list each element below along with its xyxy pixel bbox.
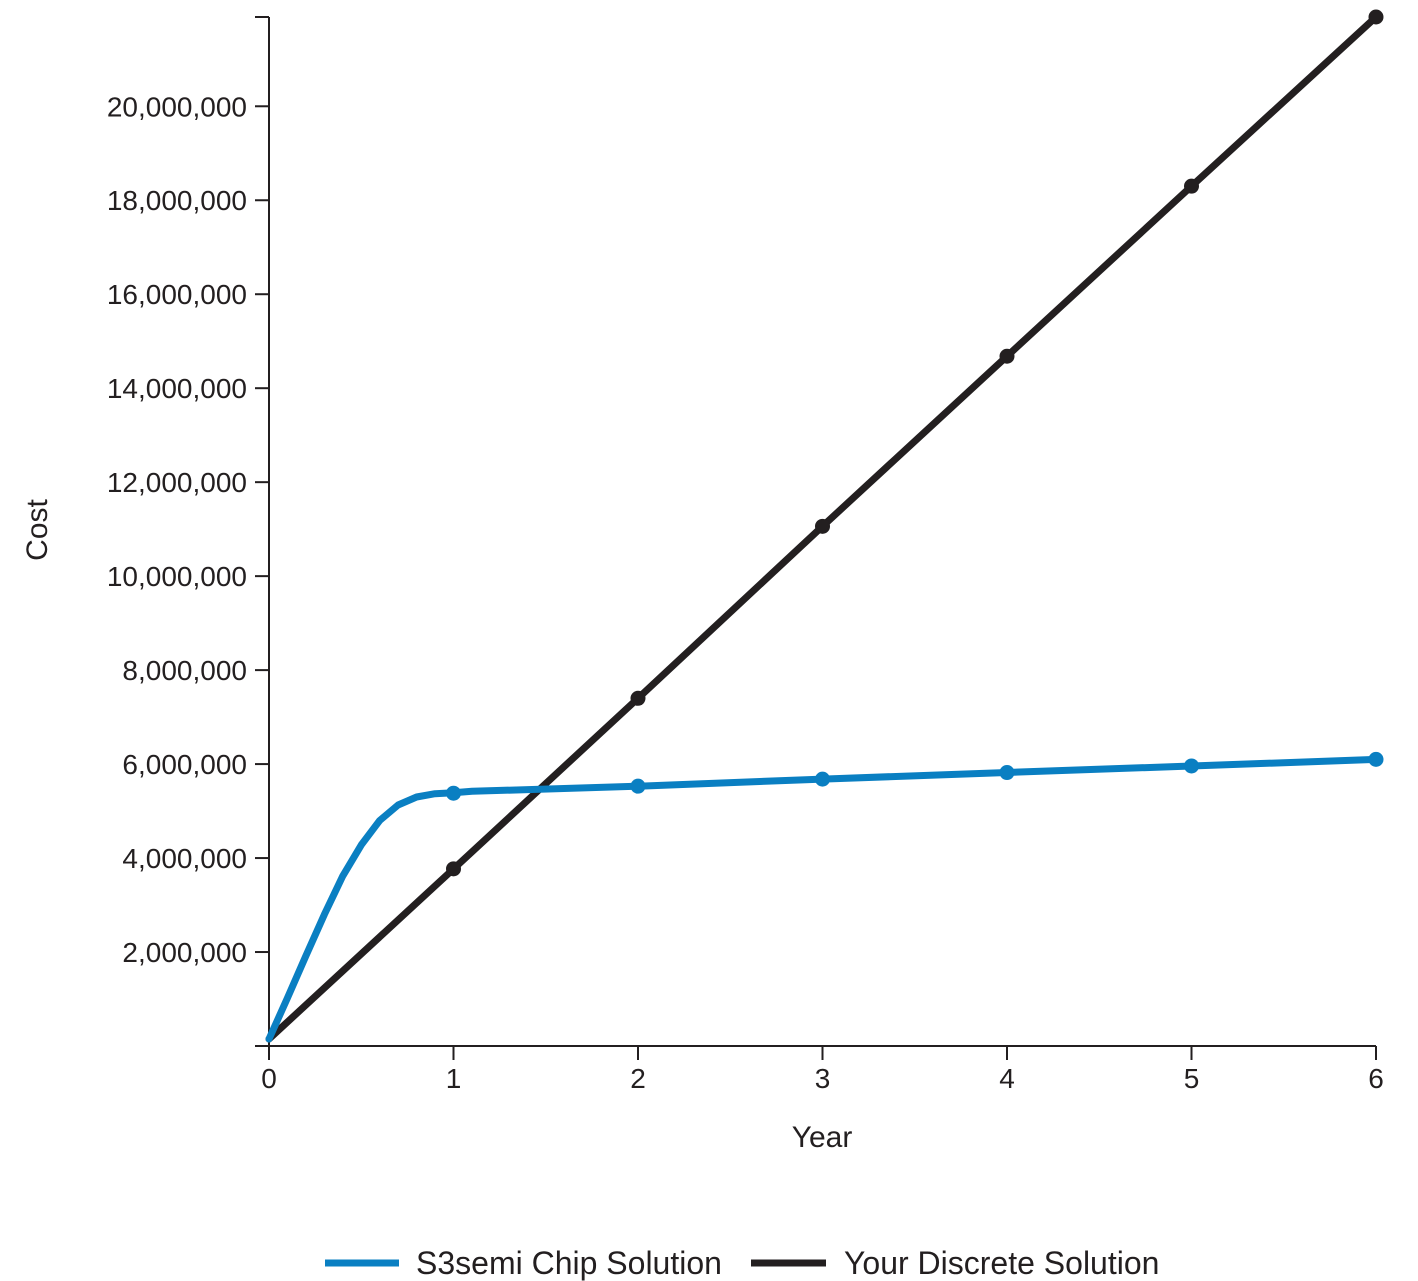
x-tick-label: 2 bbox=[630, 1063, 646, 1094]
x-axis-title: Year bbox=[792, 1121, 853, 1154]
y-tick-label: 8,000,000 bbox=[122, 655, 247, 686]
axes: 2,000,000 4,000,000 6,000,000 8,000,000 10,0… bbox=[107, 16, 1384, 1094]
series-layer bbox=[265, 9, 1384, 1043]
y-tick-label: 12,000,000 bbox=[107, 467, 247, 498]
legend-label-s3semi: S3semi Chip Solution bbox=[416, 1245, 722, 1281]
x-tick-label: 0 bbox=[261, 1063, 277, 1094]
data-point bbox=[1184, 758, 1199, 774]
x-tick-label: 1 bbox=[446, 1063, 462, 1094]
data-point bbox=[1368, 9, 1384, 25]
data-point bbox=[1184, 178, 1199, 194]
legend: S3semi Chip Solution Your Discrete Solut… bbox=[325, 1245, 1159, 1281]
y-tick-label: 2,000,000 bbox=[122, 937, 247, 968]
series-1 bbox=[265, 9, 1384, 1043]
data-point bbox=[446, 861, 461, 877]
y-axis-title: Cost bbox=[21, 498, 54, 560]
data-point bbox=[999, 765, 1015, 781]
x-tick-label: 4 bbox=[999, 1063, 1015, 1094]
x-tick-label: 3 bbox=[815, 1063, 831, 1094]
data-point bbox=[446, 785, 461, 801]
data-point bbox=[815, 771, 830, 787]
data-point bbox=[630, 690, 646, 706]
data-point bbox=[1368, 751, 1384, 767]
legend-label-discrete: Your Discrete Solution bbox=[844, 1245, 1159, 1281]
x-tick-label: 5 bbox=[1184, 1063, 1200, 1094]
series-line bbox=[265, 755, 1380, 1043]
y-tick-label: 16,000,000 bbox=[107, 279, 247, 310]
data-point bbox=[630, 778, 646, 794]
x-tick-label: 6 bbox=[1368, 1063, 1384, 1094]
data-point bbox=[999, 348, 1015, 364]
data-point bbox=[815, 518, 830, 534]
y-tick-label: 10,000,000 bbox=[107, 561, 247, 592]
series-0 bbox=[265, 751, 1384, 1043]
y-tick-label: 6,000,000 bbox=[122, 749, 247, 780]
y-tick-label: 18,000,000 bbox=[107, 185, 247, 216]
y-tick-label: 14,000,000 bbox=[107, 373, 247, 404]
y-tick-label: 4,000,000 bbox=[122, 843, 247, 874]
y-tick-label: 20,000,000 bbox=[107, 91, 247, 122]
